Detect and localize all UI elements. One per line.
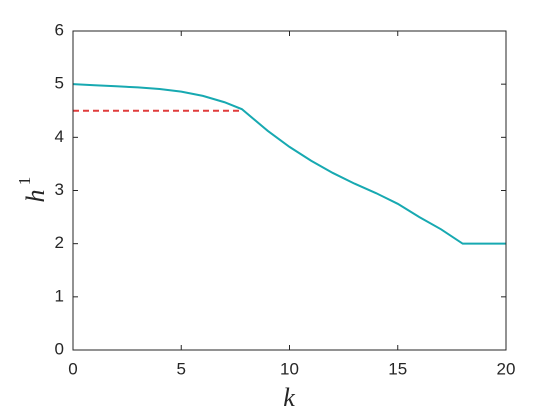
y-tick-label: 5: [55, 74, 64, 93]
y-axis-label-group: h 1: [15, 177, 50, 203]
y-tick-label: 4: [55, 127, 64, 146]
plot-box: [72, 30, 507, 351]
y-tick-label: 2: [55, 233, 64, 252]
y-axis-label-superscript: 1: [15, 177, 34, 186]
x-tick-label: 20: [497, 359, 516, 378]
x-tick-label: 0: [68, 359, 77, 378]
series-line: [72, 83, 506, 245]
x-tick-label: 10: [280, 359, 299, 378]
y-tick-label: 6: [55, 20, 64, 39]
x-tick-label: 5: [177, 359, 186, 378]
x-tick-label: 15: [388, 359, 407, 378]
y-axis-label: h: [21, 190, 50, 203]
y-tick-label: 3: [55, 180, 64, 199]
x-axis-label: k: [283, 383, 295, 412]
y-tick-label: 1: [55, 286, 64, 305]
y-tick-label: 0: [55, 339, 64, 358]
